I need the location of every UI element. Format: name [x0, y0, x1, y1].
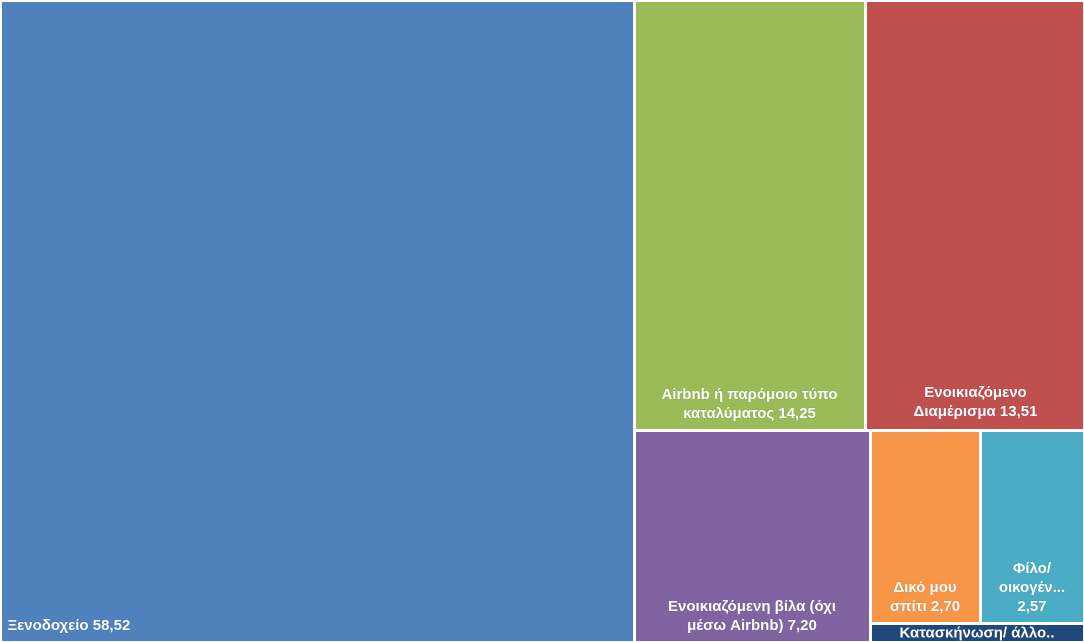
- treemap-tile-label-5: Δικό μου σπίτι 2,70: [889, 578, 961, 615]
- treemap-tile-6: Φίλο/ οικογέν... 2,57: [981, 431, 1083, 622]
- treemap-tile-5: Δικό μου σπίτι 2,70: [871, 431, 979, 622]
- treemap-tile-3: Ενοικιαζόμενο Διαμέρισμα 13,51: [866, 1, 1083, 429]
- treemap-tile-label-7: Κατασκήνωση/ άλλο..: [899, 624, 1055, 641]
- treemap-tile-4: Ενοικιαζόμενη βίλα (όχι μέσω Airbnb) 7,2…: [635, 431, 869, 641]
- treemap-tile-label-1: Ξενοδοχείο 58,52: [7, 616, 131, 634]
- treemap-tile-2: Airbnb ή παρόμοιο τύπο καταλύματος 14,25: [635, 1, 864, 429]
- treemap-tile-label-2: Airbnb ή παρόμοιο τύπο καταλύματος 14,25: [661, 385, 838, 422]
- treemap-tile-label-4: Ενοικιαζόμενη βίλα (όχι μέσω Airbnb) 7,2…: [668, 597, 836, 634]
- treemap-tile-7: Κατασκήνωση/ άλλο..: [871, 624, 1083, 641]
- treemap-tile-label-6: Φίλο/ οικογέν... 2,57: [998, 559, 1066, 615]
- treemap-tile-1: Ξενοδοχείο 58,52: [1, 1, 633, 641]
- treemap-tile-label-3: Ενοικιαζόμενο Διαμέρισμα 13,51: [913, 383, 1038, 420]
